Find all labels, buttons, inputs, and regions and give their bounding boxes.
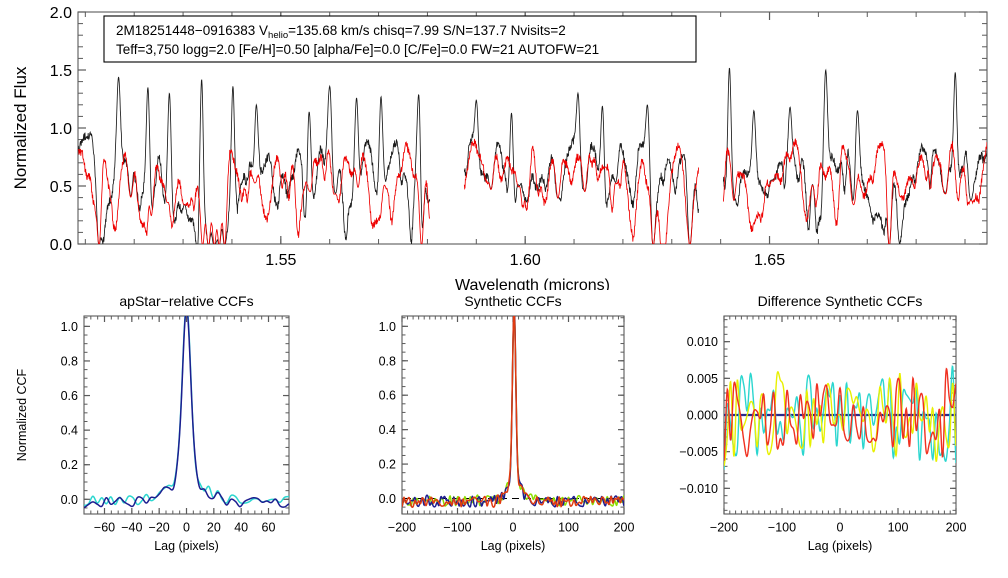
- y-tick-label: 0.4: [61, 424, 78, 438]
- x-tick-label: 0: [183, 521, 190, 535]
- spectrum-series-observed: [463, 91, 699, 244]
- y-tick-label: 0.2: [379, 458, 396, 472]
- plot-frame: [83, 315, 290, 515]
- spectrum-ylabel: Normalized Flux: [11, 66, 30, 189]
- x-tick-label: −200: [388, 521, 416, 535]
- x-tick-label: −20: [149, 521, 170, 535]
- y-tick-label: 0.0: [50, 237, 72, 254]
- panel-title: Difference Synthetic CCFs: [758, 293, 923, 309]
- y-tick-label: 1.5: [50, 63, 72, 80]
- x-tick-label: 60: [262, 521, 276, 535]
- spectrum-xlabel: Wavelength (microns): [455, 277, 610, 290]
- x-tick-label: −200: [710, 521, 738, 535]
- y-tick-label: 0.000: [687, 409, 718, 423]
- x-tick-label: 40: [234, 521, 248, 535]
- y-tick-label: 0.010: [687, 335, 718, 349]
- x-tick-label: 200: [614, 521, 635, 535]
- ccf-series-diff-red: [724, 367, 956, 461]
- ccf-series-synth-c: [402, 316, 624, 508]
- x-tick-label: 100: [888, 521, 909, 535]
- y-tick-label: 0.5: [50, 179, 72, 196]
- panel-xlabel: Lag (pixels): [481, 539, 546, 553]
- y-tick-label: 0.6: [61, 389, 78, 403]
- star-info-box: [103, 15, 697, 63]
- y-tick-label: 2.0: [50, 5, 72, 22]
- star-info-line-2: Teff=3,750 logg=2.0 [Fe/H]=0.50 [alpha/F…: [116, 42, 599, 57]
- ccf-series-diff-cyan: [724, 365, 956, 470]
- x-tick-label: −60: [94, 521, 115, 535]
- y-tick-label: 0.4: [379, 423, 396, 437]
- y-tick-label: 0.2: [61, 458, 78, 472]
- y-tick-label: 0.8: [379, 354, 396, 368]
- x-tick-label: 200: [946, 521, 967, 535]
- x-tick-label: −100: [768, 521, 796, 535]
- star-info-line-1: 2M18251448−0916383 Vhelio=135.68 km/s ch…: [116, 23, 566, 41]
- x-tick-label: −40: [121, 521, 142, 535]
- x-tick-label: 1.55: [265, 252, 296, 269]
- spectrum-series-synthetic: [722, 138, 987, 244]
- y-tick-label: 1.0: [379, 320, 396, 334]
- y-tick-label: 0.6: [379, 389, 396, 403]
- x-tick-label: 1.60: [510, 252, 541, 269]
- x-tick-label: 0: [837, 521, 844, 535]
- spectrum-series-synthetic: [463, 138, 699, 244]
- y-tick-label: 0.8: [61, 354, 78, 368]
- spectrum-panel: 1.55 1.60 1.65 0.0 0.5 1.0 1.5 2.0 Wavelength (m…: [11, 5, 988, 290]
- x-tick-label: 0: [510, 521, 517, 535]
- y-tick-label: −0.010: [679, 482, 718, 496]
- spectrum-series-synthetic: [78, 140, 431, 244]
- x-tick-label: −100: [443, 521, 471, 535]
- x-tick-label: 20: [207, 521, 221, 535]
- y-tick-label: 1.0: [50, 121, 72, 138]
- y-tick-label: 1.0: [61, 320, 78, 334]
- y-tick-label: 0.0: [379, 492, 396, 506]
- panel-ylabel: Normalized CCF: [15, 368, 29, 461]
- apstar-relative-ccf-panel: −60 −40 −20 0 20 40 60 0.0 0.2 0.4 0.6 0.8 1.0 apStar…: [15, 293, 290, 553]
- panel-title: apStar−relative CCFs: [119, 293, 253, 309]
- y-tick-label: 0.0: [61, 493, 78, 507]
- x-tick-label: 1.65: [754, 252, 785, 269]
- y-tick-label: 0.005: [687, 372, 718, 386]
- panel-xlabel: Lag (pixels): [154, 539, 219, 553]
- panel-title: Synthetic CCFs: [464, 293, 561, 309]
- difference-synthetic-ccf-panel: −200 −100 0 100 200 −0.010 −0.005 0.000 0.005 0.0…: [679, 293, 967, 553]
- synthetic-ccf-panel: −200 −100 0 100 200 0.0 0.2 0.4 0.6 0.8 1.0 Synthet…: [379, 293, 635, 553]
- x-tick-label: 100: [558, 521, 579, 535]
- y-tick-label: −0.005: [679, 445, 718, 459]
- ccf-series-visit-1: [84, 316, 289, 507]
- ccf-series-visit-2: [84, 316, 289, 509]
- panel-xlabel: Lag (pixels): [808, 539, 873, 553]
